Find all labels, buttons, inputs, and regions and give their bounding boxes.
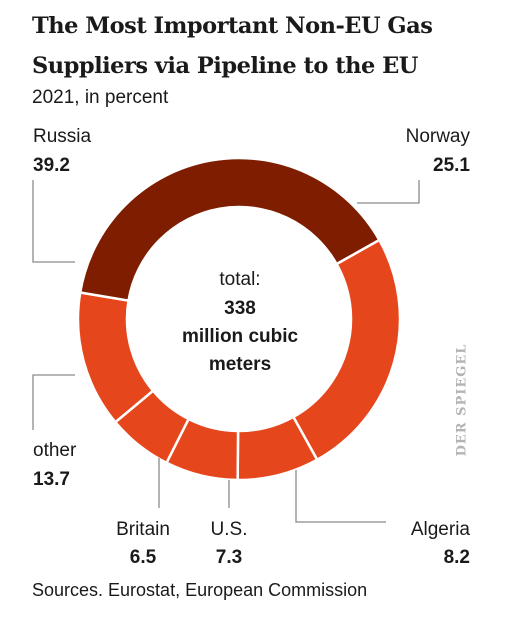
- slice-label-russia: Russia: [33, 126, 92, 147]
- slice-label-algeria: Algeria: [411, 519, 471, 540]
- slice-value-russia: 39.2: [33, 155, 70, 176]
- slice-value-britain: 6.5: [130, 547, 157, 568]
- center-label: total: 338 million cubic meters: [182, 269, 299, 375]
- slice-value-algeria: 8.2: [444, 547, 470, 568]
- center-label-line-4: meters: [209, 354, 271, 375]
- slice-label-u-s: U.S.: [211, 519, 248, 540]
- leader-line-norway: [357, 180, 420, 204]
- leader-line-other: [32, 374, 75, 430]
- leader-line-algeria: [295, 470, 386, 523]
- slice-labels: Norway 25.1 Algeria 8.2 U.S. 7.3 Britain 6.5 oth…: [33, 126, 470, 568]
- slice-label-norway: Norway: [406, 126, 471, 147]
- center-total-value: 338: [224, 298, 256, 319]
- slice-label-britain: Britain: [116, 519, 170, 540]
- slice-value-norway: 25.1: [433, 155, 470, 176]
- donut-slices: [76, 156, 402, 482]
- chart-subtitle: 2021, in percent: [32, 87, 169, 108]
- chart-title-line-1: The Most Important Non-EU Gas: [32, 13, 433, 39]
- slice-value-other: 13.7: [33, 469, 70, 490]
- leader-lines: [32, 180, 420, 523]
- center-label-line-3: million cubic: [182, 326, 299, 347]
- leader-line-russia: [32, 180, 75, 263]
- slice-label-other: other: [33, 440, 77, 461]
- chart-title: The Most Important Non-EU Gas Suppliers …: [32, 6, 502, 86]
- chart-title-line-2: Suppliers via Pipeline to the EU: [32, 53, 418, 79]
- slice-russia: [78, 156, 381, 302]
- source-note: Sources. Eurostat, European Commission: [32, 580, 368, 600]
- publisher-watermark: DER SPIEGEL: [454, 343, 470, 457]
- slice-value-u-s: 7.3: [216, 547, 242, 568]
- center-label-line-1: total:: [219, 269, 260, 290]
- slice-norway: [291, 238, 402, 462]
